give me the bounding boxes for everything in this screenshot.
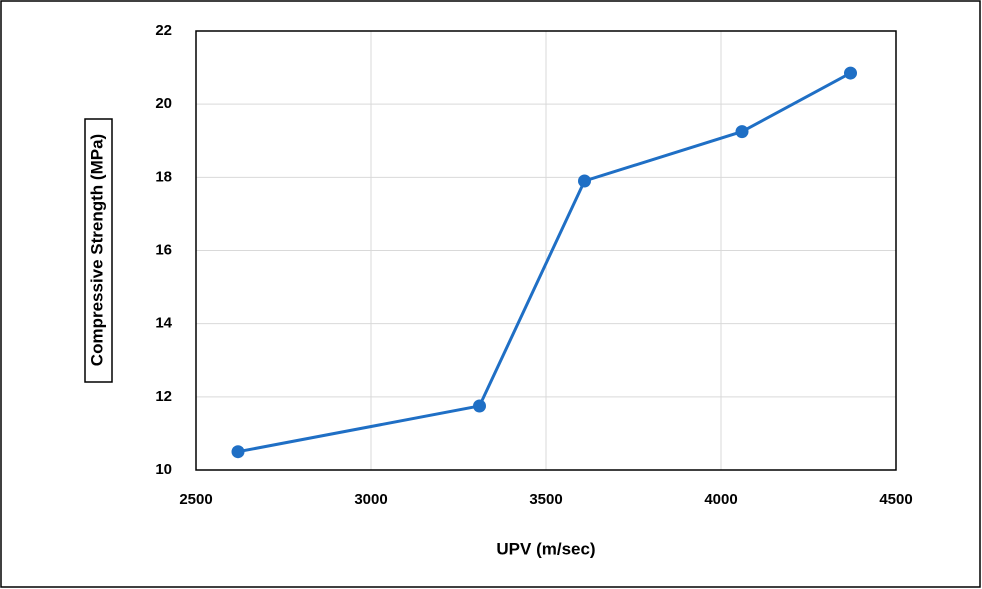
data-point: [231, 445, 245, 459]
x-tick-label: 4500: [879, 491, 912, 508]
x-axis-title: UPV (m/sec): [496, 539, 595, 558]
y-tick-label: 10: [155, 461, 172, 478]
y-tick-label: 16: [155, 241, 172, 258]
y-tick-label: 14: [155, 315, 172, 332]
y-tick-label: 20: [155, 95, 172, 112]
y-tick-label: 22: [155, 22, 172, 39]
x-tick-label: 2500: [179, 491, 212, 508]
data-point: [473, 399, 486, 413]
y-label-box: [84, 118, 113, 383]
data-point: [735, 125, 749, 139]
x-tick-label: 4000: [704, 491, 737, 508]
x-tick-label: 3000: [354, 491, 387, 508]
plot-border: [195, 30, 897, 471]
data-point: [578, 174, 591, 188]
y-tick-label: 12: [155, 388, 172, 405]
x-tick-label: 3500: [529, 491, 562, 508]
y-axis-title: Compressive Strength (MPa): [87, 134, 106, 366]
data-point: [844, 66, 857, 80]
y-tick-label: 18: [155, 168, 172, 185]
